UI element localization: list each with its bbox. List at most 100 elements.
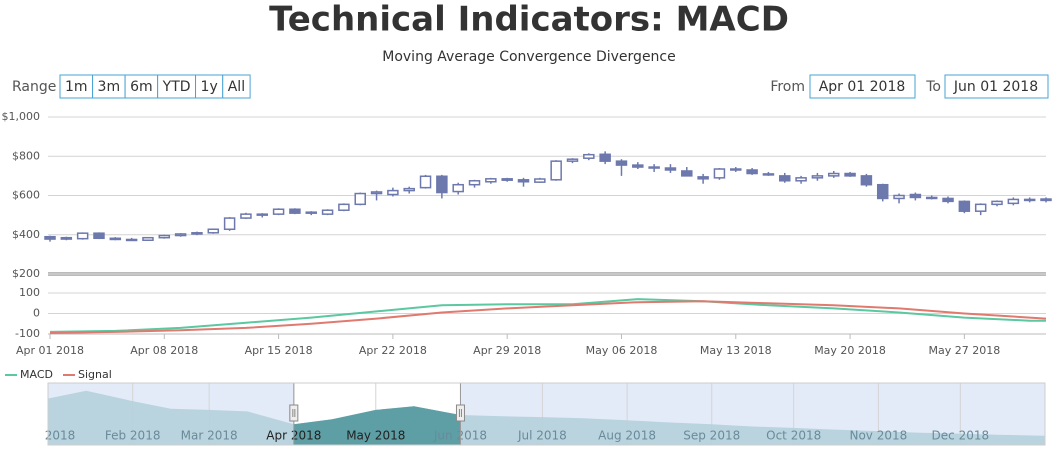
candle-body xyxy=(338,203,350,211)
candle-body xyxy=(827,172,840,177)
candle-body xyxy=(550,160,562,181)
candle-body xyxy=(419,175,432,189)
range-button-label[interactable]: YTD xyxy=(162,79,191,95)
candle-body xyxy=(991,200,1003,206)
navigator-tick-label: Oct 2018 xyxy=(766,429,821,443)
candle-body xyxy=(158,234,171,239)
x-tick-label: May 27 2018 xyxy=(928,344,1000,357)
candle-body xyxy=(893,194,905,200)
candle-body xyxy=(795,177,807,182)
candle-body xyxy=(256,213,269,216)
range-button-label[interactable]: 1y xyxy=(201,79,218,95)
range-button-box[interactable] xyxy=(222,74,251,99)
candle-body xyxy=(125,238,138,242)
navigator-tick-label: May 2018 xyxy=(346,429,405,443)
range-button[interactable]: 1y xyxy=(195,74,224,99)
to-label: To xyxy=(925,79,941,95)
navigator-handle[interactable] xyxy=(289,404,299,422)
candle-body xyxy=(93,232,105,240)
chart-title: Technical Indicators: MACD xyxy=(269,0,789,40)
range-button[interactable]: 1m xyxy=(59,74,94,99)
candle-body xyxy=(811,175,824,179)
candle-body xyxy=(779,175,791,182)
candle-body xyxy=(860,175,873,186)
range-button[interactable]: 3m xyxy=(92,74,126,99)
candle-body xyxy=(615,160,628,166)
y-tick-label: $600 xyxy=(12,189,40,202)
candle-body xyxy=(517,179,530,183)
candle-body xyxy=(534,178,546,183)
from-value[interactable]: Apr 01 2018 xyxy=(819,79,906,95)
candle-body xyxy=(942,197,954,203)
x-tick-label: Apr 01 2018 xyxy=(16,344,84,357)
x-tick-label: Apr 29 2018 xyxy=(473,344,541,357)
candle-body xyxy=(730,168,742,171)
candle-body xyxy=(452,183,464,193)
y-tick-label: $800 xyxy=(12,149,40,162)
candle-body xyxy=(697,176,709,180)
candle-body xyxy=(1040,198,1052,202)
candle-body xyxy=(485,178,497,183)
navigator-tick-label: Aug 2018 xyxy=(598,429,656,443)
candle-body xyxy=(60,236,73,240)
navigator-tick-label: Feb 2018 xyxy=(105,429,161,443)
y-tick-label: $400 xyxy=(12,228,40,241)
range-button-label[interactable]: 6m xyxy=(130,79,153,95)
from-input[interactable] xyxy=(809,74,916,99)
candle-body xyxy=(191,232,203,235)
candle-body xyxy=(272,208,285,215)
y-tick-label: 0 xyxy=(33,307,40,320)
candle-body xyxy=(76,232,89,240)
candle-body xyxy=(746,169,758,175)
navigator-tick-label: Mar 2018 xyxy=(181,429,238,443)
legend-label[interactable]: MACD xyxy=(20,368,53,381)
navigator-frame xyxy=(47,382,1046,446)
to-input[interactable] xyxy=(944,74,1049,99)
candle-body xyxy=(207,228,220,234)
candle-body xyxy=(403,187,415,192)
range-label: Range xyxy=(12,79,56,95)
y-tick-label: $1,000 xyxy=(2,110,41,123)
to-value[interactable]: Jun 01 2018 xyxy=(953,79,1038,95)
x-tick-label: Apr 22 2018 xyxy=(359,344,427,357)
navigator-handle[interactable] xyxy=(455,404,465,422)
candle-body xyxy=(370,191,383,195)
candle-body xyxy=(974,203,987,212)
candle-body xyxy=(387,189,399,196)
candle-body xyxy=(681,170,693,177)
x-tick-label: May 06 2018 xyxy=(586,344,658,357)
candle-body xyxy=(501,178,513,181)
y-tick-label: -100 xyxy=(15,327,40,340)
candle-body xyxy=(713,168,726,179)
candle-body xyxy=(958,200,971,212)
candle-body xyxy=(632,164,644,168)
candle-body xyxy=(909,193,922,199)
range-button[interactable]: YTD xyxy=(157,74,197,99)
candle-body xyxy=(289,208,301,214)
candle-body xyxy=(142,236,154,241)
navigator-tick-label: Dec 2018 xyxy=(932,429,990,443)
candle-body xyxy=(925,196,938,200)
candle-body xyxy=(844,172,856,177)
navigator-tick-label: 2018 xyxy=(45,429,76,443)
navigator-tick-label: Jul 2018 xyxy=(517,429,567,443)
x-tick-label: May 13 2018 xyxy=(700,344,772,357)
legend-label[interactable]: Signal xyxy=(78,368,112,381)
navigator-tick-label: Sep 2018 xyxy=(683,429,740,443)
x-tick-label: Apr 08 2018 xyxy=(130,344,198,357)
candle-body xyxy=(354,192,366,206)
range-button-label[interactable]: All xyxy=(228,79,245,95)
range-button[interactable]: 6m xyxy=(124,74,159,99)
range-button[interactable]: All xyxy=(222,74,251,99)
range-button-label[interactable]: 1m xyxy=(65,79,88,95)
candle-body xyxy=(583,153,595,159)
y-tick-label: 100 xyxy=(19,286,40,299)
candle-body xyxy=(223,217,236,231)
range-button-label[interactable]: 3m xyxy=(98,79,121,95)
chart-subtitle: Moving Average Convergence Divergence xyxy=(382,49,676,65)
candle-body xyxy=(648,166,660,169)
candle-body xyxy=(566,158,579,162)
x-tick-label: Apr 15 2018 xyxy=(245,344,313,357)
